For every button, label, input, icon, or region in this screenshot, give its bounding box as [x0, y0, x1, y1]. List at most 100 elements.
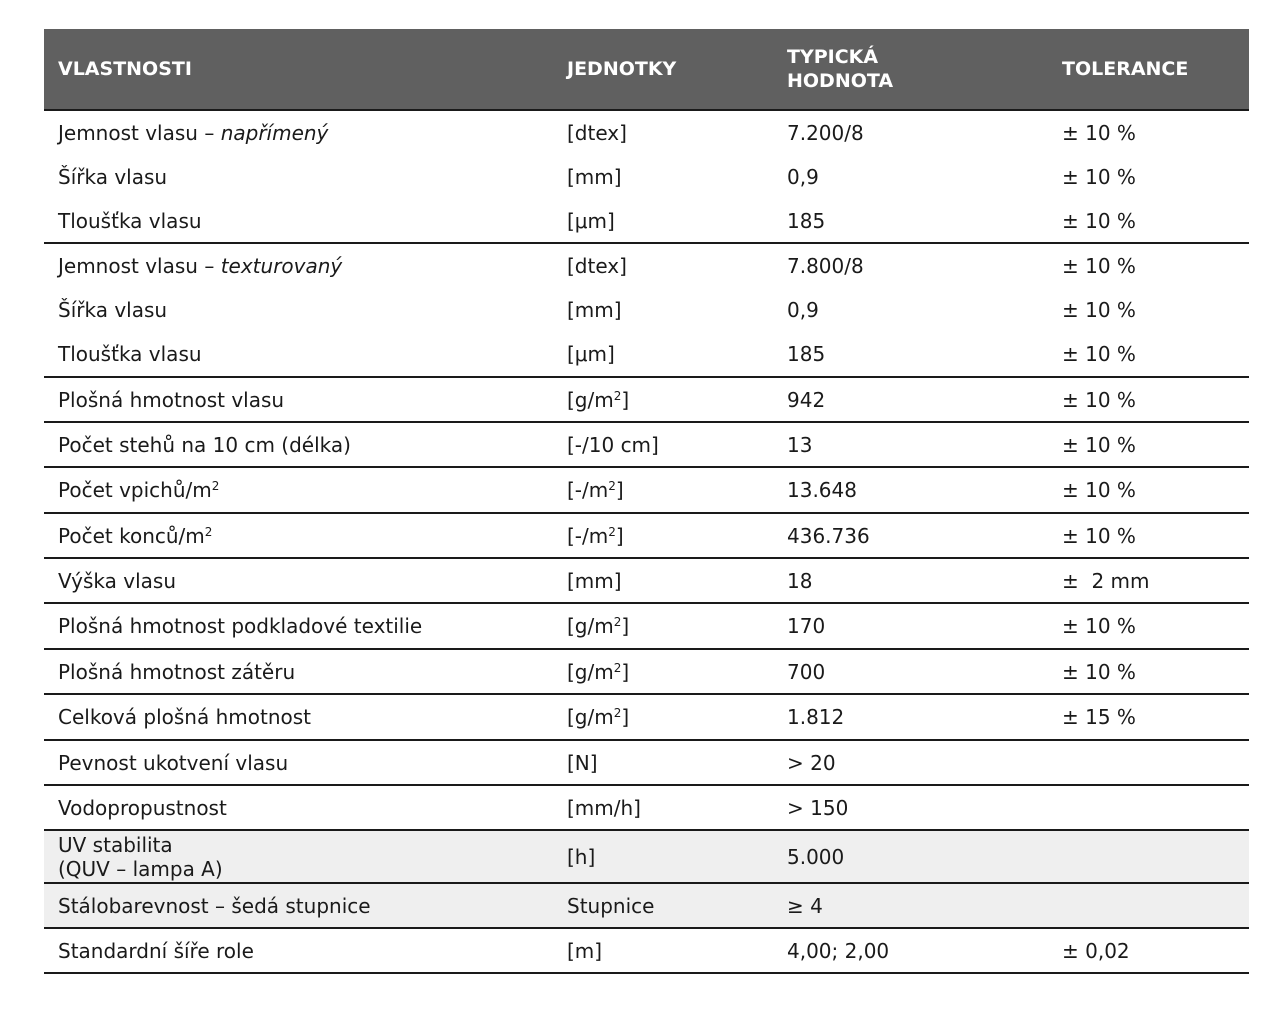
- tolerance-cell: ± 2 mm: [1062, 568, 1150, 593]
- value-cell: 185: [787, 342, 826, 366]
- property-cell: Šířka vlasu: [58, 165, 168, 189]
- table-row: UV stabilita (QUV – lampa A) [h] 5.000: [44, 831, 1249, 884]
- header-vlastnosti: VLASTNOSTI: [58, 58, 192, 80]
- tolerance-cell: ± 10 %: [1062, 298, 1136, 322]
- table-row: Počet stehů na 10 cm (délka) [-/10 cm] 1…: [44, 423, 1249, 468]
- value-cell: 7.800/8: [787, 254, 864, 278]
- property-cell: Plošná hmotnost vlasu: [58, 387, 285, 412]
- table-row: Výška vlasu [mm] 18 ± 2 mm: [44, 559, 1249, 604]
- unit-cell: [-/m2]: [567, 478, 624, 502]
- value-cell: 700: [787, 659, 826, 684]
- unit-cell: [g/m2]: [567, 387, 630, 412]
- value-cell: 170: [787, 614, 826, 638]
- tolerance-cell: [1062, 884, 1242, 927]
- table-row: Jemnost vlasu – texturovaný [dtex] 7.800…: [44, 244, 1249, 288]
- tolerance-cell: ± 15 %: [1062, 705, 1136, 729]
- unit-cell: [g/m2]: [567, 705, 630, 729]
- tolerance-cell: ± 10 %: [1062, 478, 1136, 502]
- table-row: Plošná hmotnost vlasu [g/m2] 942 ± 10 %: [44, 378, 1249, 423]
- tolerance-cell: ± 10 %: [1062, 121, 1136, 145]
- property-cell: Celková plošná hmotnost: [58, 705, 311, 729]
- table-row: Standardní šíře role [m] 4,00; 2,00 ± 0,…: [44, 929, 1249, 974]
- spec-table: VLASTNOSTI JEDNOTKY TYPICKÁ HODNOTA TOLE…: [44, 29, 1249, 974]
- tolerance-cell: ± 10 %: [1062, 208, 1136, 233]
- unit-cell: [N]: [567, 750, 598, 775]
- table-row: Plošná hmotnost podkladové textilie [g/m…: [44, 604, 1249, 650]
- unit-cell: Stupnice: [567, 893, 655, 918]
- value-cell: 5.000: [787, 844, 845, 869]
- property-cell: Pevnost ukotvení vlasu: [58, 750, 289, 775]
- table-header: VLASTNOSTI JEDNOTKY TYPICKÁ HODNOTA TOLE…: [44, 29, 1249, 111]
- value-cell: 1.812: [787, 705, 845, 729]
- property-cell: Výška vlasu: [58, 568, 176, 593]
- table-row: Šířka vlasu [mm] 0,9 ± 10 %: [44, 288, 1249, 332]
- tolerance-cell: ± 10 %: [1062, 342, 1136, 366]
- unit-cell: [mm]: [567, 568, 622, 593]
- table-row: Počet vpichů/m2 [-/m2] 13.648 ± 10 %: [44, 468, 1249, 514]
- property-cell: Počet konců/m2: [58, 523, 213, 548]
- table-row: Stálobarevnost – šedá stupnice Stupnice …: [44, 884, 1249, 929]
- table-row: Celková plošná hmotnost [g/m2] 1.812 ± 1…: [44, 695, 1249, 741]
- property-line2: (QUV – lampa A): [58, 856, 223, 881]
- header-typicka-line1: TYPICKÁ: [787, 46, 879, 68]
- tolerance-cell: [1062, 741, 1242, 784]
- property-cell: UV stabilita (QUV – lampa A): [58, 831, 558, 882]
- table-row: Tloušťka vlasu [μm] 185 ± 10 %: [44, 199, 1249, 244]
- table-row: Počet konců/m2 [-/m2] 436.736 ± 10 %: [44, 514, 1249, 559]
- unit-cell: [m]: [567, 938, 603, 963]
- tolerance-cell: [1062, 831, 1242, 882]
- property-cell: Standardní šíře role: [58, 938, 254, 963]
- tolerance-cell: ± 10 %: [1062, 659, 1136, 684]
- header-typicka-hodnota: TYPICKÁ HODNOTA: [787, 29, 1057, 109]
- table-row: Šířka vlasu [mm] 0,9 ± 10 %: [44, 155, 1249, 199]
- property-cell: Jemnost vlasu – napřímený: [58, 121, 329, 145]
- unit-cell: [dtex]: [567, 121, 627, 145]
- header-typicka-line2: HODNOTA: [787, 70, 894, 92]
- unit-cell: [g/m2]: [567, 659, 630, 684]
- value-cell: 13: [787, 432, 813, 457]
- value-cell: > 150: [787, 795, 849, 820]
- table-row: Jemnost vlasu – napřímený [dtex] 7.200/8…: [44, 111, 1249, 155]
- value-cell: 0,9: [787, 165, 819, 189]
- property-cell: Tloušťka vlasu: [58, 208, 202, 233]
- unit-cell: [h]: [567, 844, 596, 869]
- value-cell: 13.648: [787, 478, 857, 502]
- table-row: Pevnost ukotvení vlasu [N] > 20: [44, 741, 1249, 786]
- property-line1: UV stabilita: [58, 832, 173, 857]
- value-cell: 18: [787, 568, 813, 593]
- property-cell: Plošná hmotnost zátěru: [58, 659, 296, 684]
- tolerance-cell: ± 10 %: [1062, 523, 1136, 548]
- tolerance-cell: [1062, 786, 1242, 829]
- table-row: Vodopropustnost [mm/h] > 150: [44, 786, 1249, 831]
- value-cell: 942: [787, 387, 826, 412]
- table-row: Plošná hmotnost zátěru [g/m2] 700 ± 10 %: [44, 650, 1249, 695]
- tolerance-cell: ± 10 %: [1062, 387, 1136, 412]
- unit-cell: [μm]: [567, 342, 615, 366]
- value-cell: > 20: [787, 750, 836, 775]
- unit-cell: [μm]: [567, 208, 615, 233]
- tolerance-cell: ± 10 %: [1062, 165, 1136, 189]
- unit-cell: [-/m2]: [567, 523, 624, 548]
- property-cell: Tloušťka vlasu: [58, 342, 202, 366]
- value-cell: ≥ 4: [787, 893, 823, 918]
- header-tolerance: TOLERANCE: [1062, 58, 1189, 80]
- unit-cell: [dtex]: [567, 254, 627, 278]
- tolerance-cell: ± 10 %: [1062, 614, 1136, 638]
- header-jednotky: JEDNOTKY: [567, 58, 677, 80]
- table-row: Tloušťka vlasu [μm] 185 ± 10 %: [44, 332, 1249, 378]
- property-cell: Počet stehů na 10 cm (délka): [58, 432, 351, 457]
- property-cell: Stálobarevnost – šedá stupnice: [58, 893, 371, 918]
- unit-cell: [g/m2]: [567, 614, 630, 638]
- value-cell: 185: [787, 208, 826, 233]
- property-cell: Vodopropustnost: [58, 795, 227, 820]
- value-cell: 4,00; 2,00: [787, 938, 890, 963]
- unit-cell: [mm]: [567, 165, 622, 189]
- unit-cell: [-/10 cm]: [567, 432, 659, 457]
- value-cell: 0,9: [787, 298, 819, 322]
- property-cell: Počet vpichů/m2: [58, 478, 220, 502]
- tolerance-cell: ± 10 %: [1062, 432, 1136, 457]
- property-cell: Šířka vlasu: [58, 298, 168, 322]
- property-cell: Jemnost vlasu – texturovaný: [58, 254, 343, 278]
- tolerance-cell: ± 10 %: [1062, 254, 1136, 278]
- tolerance-cell: ± 0,02: [1062, 938, 1130, 963]
